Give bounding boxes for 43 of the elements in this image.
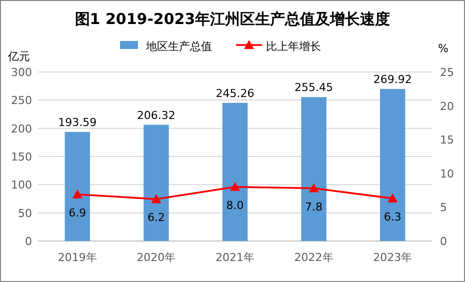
bar [380, 88, 406, 241]
x-tick-label: 2023年 [373, 251, 412, 264]
data-label: 6.2 [147, 211, 165, 224]
point [308, 183, 319, 192]
y-axis-title: 亿元 [7, 50, 30, 63]
y-tick-label: 100 [11, 178, 32, 192]
bar [222, 102, 248, 241]
y2-tick-label: 5 [440, 201, 447, 214]
chart-title: 图1 2019-2023年江州区生产总值及增长速度 [74, 10, 390, 28]
bar [301, 97, 326, 241]
data-label: 255.45 [294, 81, 334, 94]
y2-tick-label: 10 [440, 167, 454, 180]
y-tick-label: 50 [18, 206, 32, 220]
bar [64, 132, 90, 241]
data-label: 8.0 [226, 198, 244, 212]
data-label: 206.32 [136, 108, 176, 122]
data-label: 193.59 [58, 116, 97, 129]
data-label: 7.8 [305, 200, 323, 214]
legend-label: 地区生产总值 [145, 40, 212, 53]
y-tick-label: 300 [11, 66, 32, 79]
data-label: 6.3 [384, 210, 402, 224]
y-tick-label: 0 [25, 235, 32, 248]
y-tick-label: 250 [11, 94, 32, 108]
y-tick-label: 150 [11, 150, 32, 164]
y2-axis-title: % [438, 42, 448, 55]
data-label: 6.9 [68, 206, 86, 220]
data-label: 269.92 [373, 72, 412, 86]
y2-tick-label: 15 [440, 134, 454, 147]
data-label: 245.26 [216, 86, 254, 100]
y2-tick-label: 20 [440, 100, 454, 113]
point [151, 194, 162, 204]
bar [144, 124, 169, 241]
y2-tick-label: 0 [440, 235, 447, 248]
x-tick-label: 2021年 [216, 251, 254, 264]
x-tick-label: 2022年 [294, 251, 334, 264]
point [388, 193, 398, 202]
x-tick-label: 2019年 [58, 251, 97, 264]
legend-label: 比上年增长 [266, 40, 321, 53]
point [230, 182, 240, 191]
point [72, 189, 82, 198]
x-tick-label: 2020年 [136, 251, 176, 264]
y2-tick-label: 25 [440, 66, 454, 79]
y-tick-label: 200 [11, 122, 32, 136]
